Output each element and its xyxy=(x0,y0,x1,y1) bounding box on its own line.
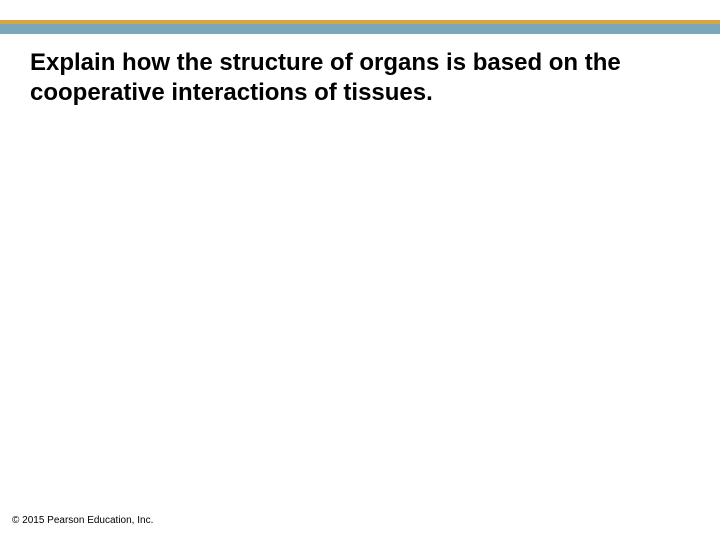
content-area: Explain how the structure of organs is b… xyxy=(0,34,720,108)
top-spacer xyxy=(0,0,720,20)
divider-band xyxy=(0,24,720,34)
copyright-text: © 2015 Pearson Education, Inc. xyxy=(12,515,153,526)
slide-heading: Explain how the structure of organs is b… xyxy=(30,48,690,108)
